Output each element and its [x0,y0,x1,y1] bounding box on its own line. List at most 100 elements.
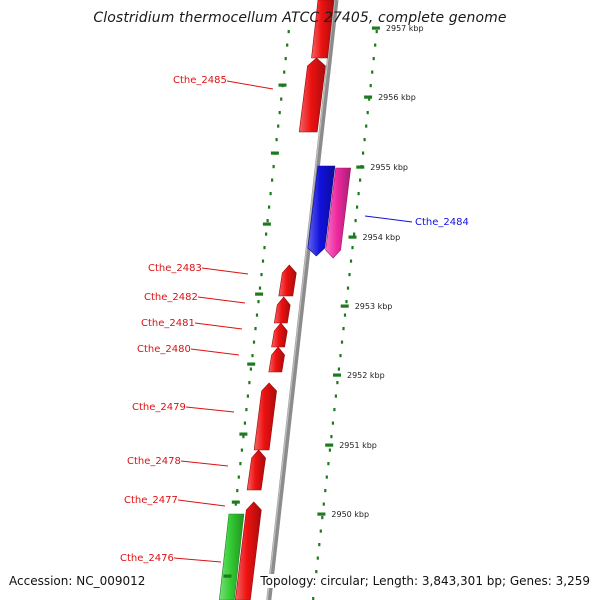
right-dotted-guide-dot [375,30,378,34]
right-dotted-guide-dot [369,84,372,88]
right-dotted-guide-dot [330,435,333,439]
cthe-2482-gene-bar[interactable] [273,296,291,324]
right-dotted-guide-dot [327,462,330,466]
cthe-2483-leader-line [201,267,249,275]
right-dotted-guide-dot [340,340,344,344]
left-dotted-guide-dot [286,43,289,47]
cthe-2484-gene-bar[interactable] [307,165,336,257]
right-dotted-guide-dot [333,408,336,412]
scale-minor-tick [278,83,287,87]
left-dotted-guide-dot [261,259,265,263]
right-dotted-guide-dot [331,421,334,425]
cthe-2480-gene-bar[interactable] [268,346,285,373]
right-dotted-guide-dot [334,394,337,398]
cthe-2477-gene-bar[interactable] [234,501,262,600]
scale-minor-tick [255,292,264,296]
left-dotted-guide-dot [278,111,281,115]
backbone-group [266,0,339,600]
scale-tick-label: 2956 kbp [378,93,416,102]
scale-minor-tick [223,574,232,578]
left-dotted-guide-dot [255,313,259,317]
scale-tick [364,95,373,99]
cthe-2483-label[interactable]: Cthe_2483 [148,263,202,274]
right-dotted-guide-dot [356,205,359,209]
unlabeled-gene-bar[interactable] [325,167,352,259]
scale-minor-tick [262,222,271,226]
left-dotted-guide-dot [249,367,252,371]
cthe-2482-label[interactable]: Cthe_2482 [144,292,198,303]
genes-group [218,0,352,600]
right-dotted-guide-dot [354,219,357,223]
scale-tick-label: 2955 kbp [370,163,408,172]
left-dotted-guide-dot [271,178,274,182]
cthe-2477-label[interactable]: Cthe_2477 [124,495,178,506]
left-dotted-guide-dot [245,408,248,412]
cthe-2478-label[interactable]: Cthe_2478 [127,456,181,467]
scale-tick [333,373,341,377]
right-dotted-guide-dot [357,192,360,196]
left-dotted-guide-dot [236,489,239,493]
left-dotted-guide-dot [284,57,287,61]
cthe-2481-gene-bar[interactable] [271,322,288,348]
cthe-2476-leader-line [173,557,222,563]
right-dotted-guide-dot [336,381,339,385]
left-dotted-guide-dot [239,462,242,466]
cthe-2478-gene-bar[interactable] [246,449,266,491]
genome-backbone [266,0,339,600]
right-dotted-guide-dot [365,124,368,128]
right-dotted-guide-dot [374,43,377,47]
left-dotted-guide-dot [280,97,283,101]
cthe-2480-label[interactable]: Cthe_2480 [137,344,191,355]
accession-text: Accession: NC_009012 [9,574,148,588]
scale-tick-label: 2953 kbp [355,302,393,311]
left-dotted-guide-dot [251,354,254,358]
cthe-2485-leader-line [226,80,274,90]
cthe-2483-gene-bar[interactable] [278,264,297,297]
left-dotted-guide-dot [263,246,266,250]
right-dotted-guide-dot [349,259,353,263]
left-dotted-guide-dot [269,192,272,196]
cthe-2479-label[interactable]: Cthe_2479 [132,402,186,413]
cthe-2479-gene-bar[interactable] [253,382,277,451]
scale-tick [371,26,380,30]
right-dotted-guide-dot [351,246,354,250]
scale-tick-label: 2951 kbp [339,441,377,450]
scale-minor-tick [270,151,279,155]
left-dotted-guide-dot [272,165,275,169]
right-dotted-guide-dot [366,111,369,115]
right-dotted-guide-dot [346,286,350,290]
scale-tick [340,304,349,308]
cthe-2484-label[interactable]: Cthe_2484 [415,217,469,228]
cthe-2482-leader-line [197,296,246,304]
cthe-2485-label[interactable]: Cthe_2485 [173,75,227,86]
right-dotted-guide-dot [315,570,318,574]
scale-tick-label: 2950 kbp [331,510,369,519]
cthe-2480-leader-line [190,348,240,356]
right-dotted-guide-dot [321,516,324,520]
cthe-2476-label[interactable]: Cthe_2476 [120,553,174,564]
genome-backbone-highlight [266,0,336,600]
right-dotted-guide-dot [322,502,325,506]
right-dotted-guide-dot [337,367,340,371]
right-dotted-guide-dot [319,529,322,533]
right-dotted-guide-dot [371,70,374,74]
right-dotted-guide-dot [342,327,345,331]
cthe-2481-label[interactable]: Cthe_2481 [141,318,195,329]
map-title: Clostridium thermocellum ATCC 27405, com… [93,10,507,26]
right-dotted-guide-dot [328,448,331,452]
cthe-2485-gene-bar[interactable] [311,0,335,59]
scale-tick [356,165,365,169]
scale-minor-tick [239,432,248,436]
left-dotted-guide-dot [266,219,269,223]
scale-ticks-group: 2957 kbp 2956 kbp 2955 kbp 2954 kbp 2953 kbp… [223,24,424,578]
cthe-2476-gene-bar[interactable] [218,513,245,600]
left-dotted-guide-dot [237,475,240,479]
left-dotted-guide-dot [283,70,286,74]
cthe-2485-gene-bar[interactable] [298,57,326,133]
right-dotted-guide-dot [362,151,365,155]
left-dotted-guide-dot [260,273,263,277]
cthe-2481-leader-line [194,322,243,330]
right-dotted-guide-dot [316,556,319,560]
right-dotted-guide-dot [343,313,347,317]
